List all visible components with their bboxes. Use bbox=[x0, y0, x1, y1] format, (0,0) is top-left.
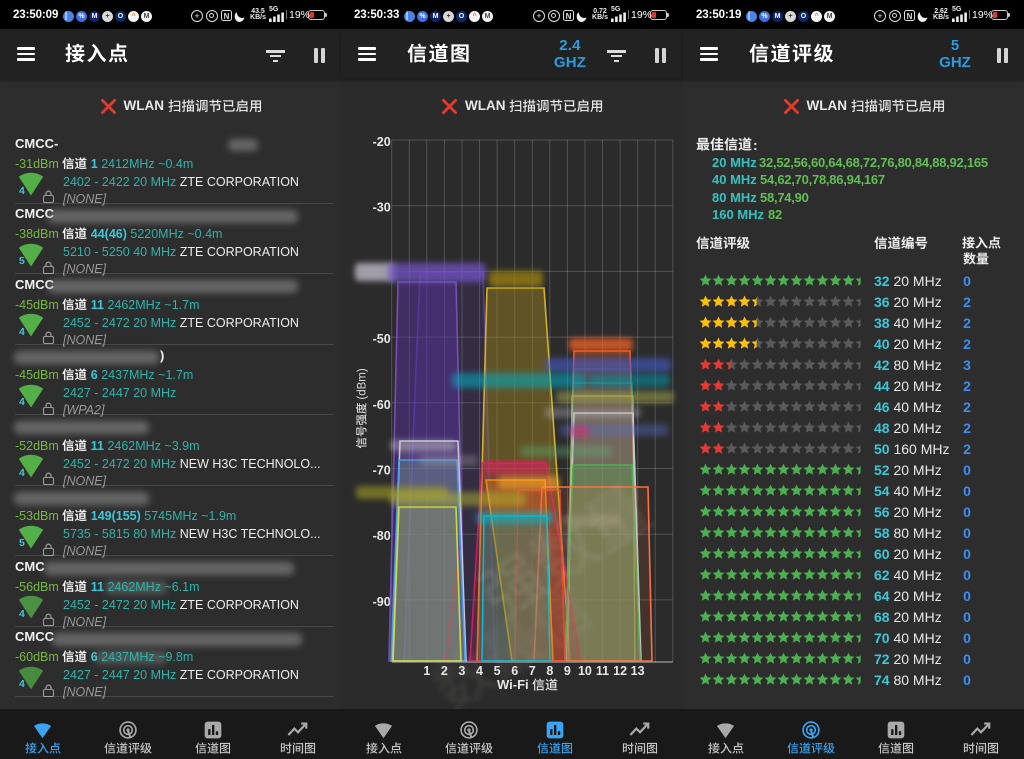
svg-text:5: 5 bbox=[494, 664, 501, 678]
svg-text:13: 13 bbox=[631, 664, 645, 678]
svg-text:8: 8 bbox=[546, 664, 553, 678]
svg-text:-20: -20 bbox=[373, 135, 391, 149]
svg-text:1: 1 bbox=[423, 664, 430, 678]
svg-text:-80: -80 bbox=[373, 529, 391, 543]
svg-text:-70: -70 bbox=[373, 464, 391, 478]
svg-text:-90: -90 bbox=[373, 595, 391, 609]
svg-text:-60: -60 bbox=[373, 398, 391, 412]
svg-text:7: 7 bbox=[529, 664, 536, 678]
svg-text:12: 12 bbox=[613, 664, 627, 678]
svg-text:11: 11 bbox=[596, 664, 609, 678]
svg-text:9: 9 bbox=[564, 664, 571, 678]
svg-text:10: 10 bbox=[578, 664, 592, 678]
svg-text:-50: -50 bbox=[373, 332, 391, 346]
svg-text:-30: -30 bbox=[373, 201, 391, 215]
